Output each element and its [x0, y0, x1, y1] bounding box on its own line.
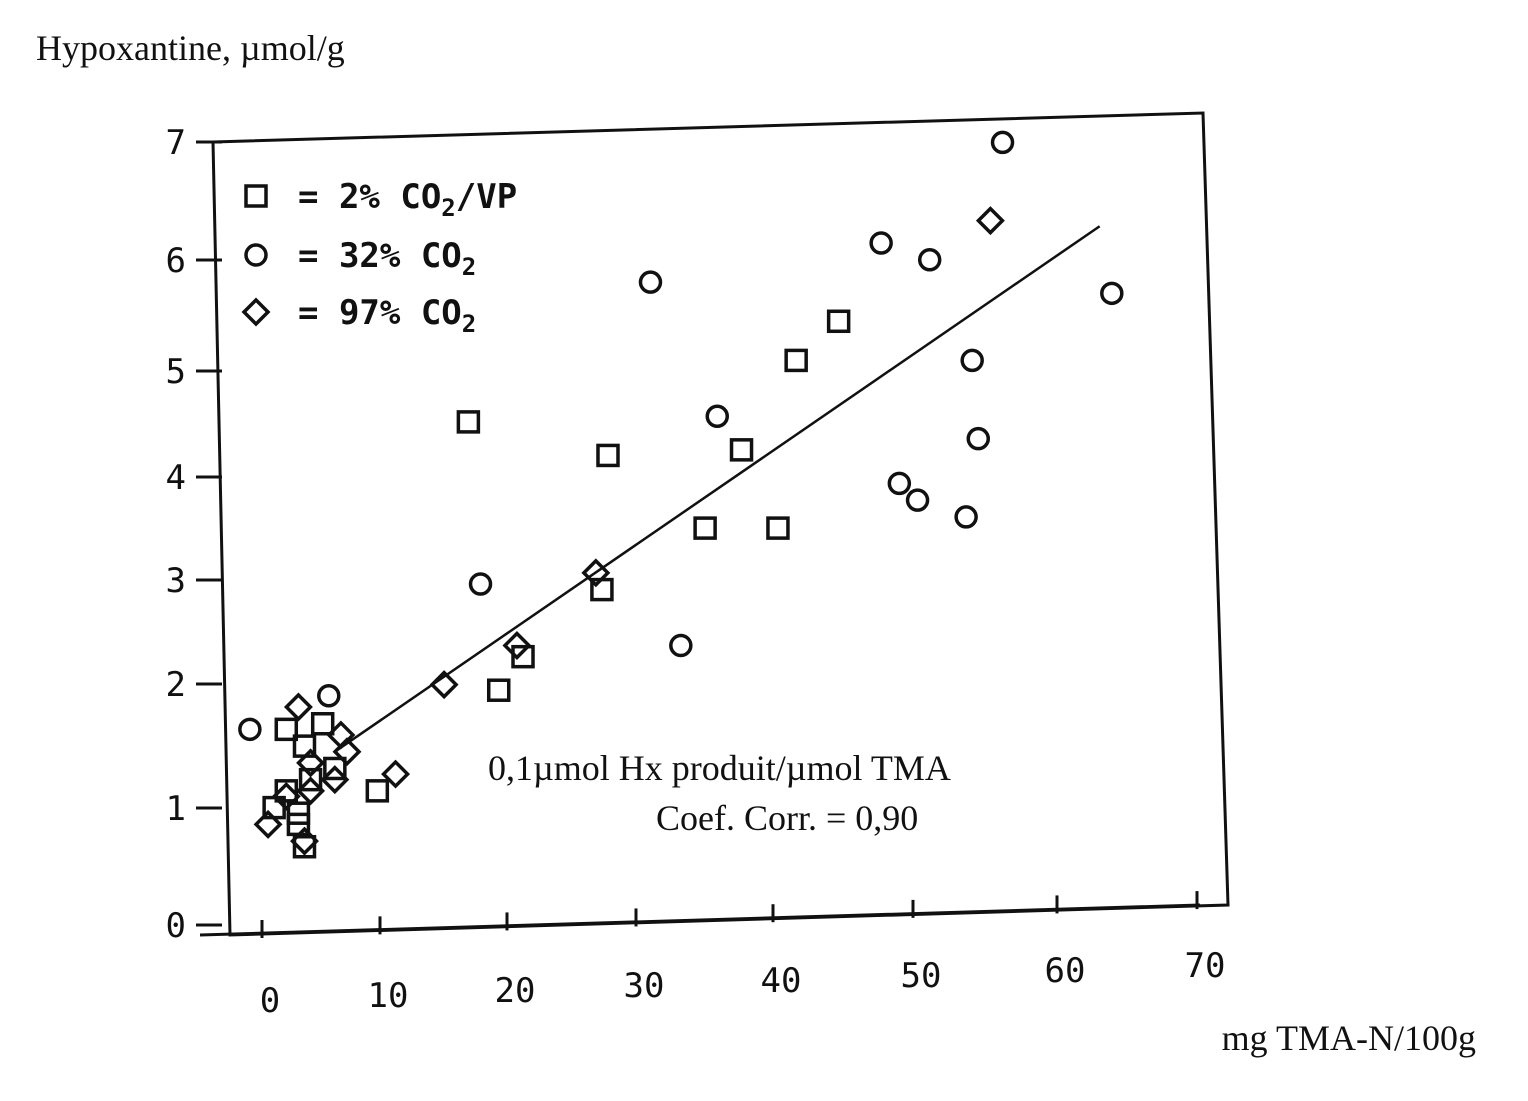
y-tick-label: 4	[166, 458, 186, 498]
square-point	[596, 443, 620, 468]
x-axis-line	[199, 903, 1201, 937]
square-point	[292, 834, 317, 859]
diamond-point	[429, 670, 459, 700]
diamond-point	[290, 826, 319, 856]
y-tick-label: 5	[166, 352, 186, 392]
legend-square-symbol	[244, 184, 268, 208]
axes	[199, 111, 1230, 937]
y-tick-label: 1	[166, 789, 186, 829]
circle-point	[887, 471, 912, 496]
circle-point	[990, 130, 1015, 155]
circle-point	[468, 572, 493, 596]
circle-point	[869, 231, 893, 255]
circle-point	[905, 488, 930, 512]
square-point	[693, 516, 717, 540]
y-tick-label: 2	[166, 665, 186, 705]
x-tick-label: 60	[1045, 951, 1086, 991]
diamond-point	[283, 692, 313, 722]
square-point	[274, 717, 299, 742]
legend-circle-symbol	[244, 243, 268, 267]
diamond-point	[502, 631, 532, 660]
legend: = 2% CO2/VP = 32% CO2 = 97% CO2	[241, 177, 517, 338]
diamond-point	[253, 809, 283, 839]
x-tick-label: 70	[1185, 946, 1226, 986]
square-point	[511, 644, 535, 669]
square-point	[784, 348, 808, 373]
y-tick-label: 7	[166, 123, 186, 163]
diamond-point	[320, 765, 350, 795]
x-axis-label: mg TMA-N/100g	[1222, 1018, 1476, 1058]
annotation-ratio: 0,1µmol Hx produit/µmol TMA	[488, 748, 951, 788]
annotation-correlation: Coef. Corr. = 0,90	[656, 798, 918, 838]
legend-label: = 2% CO2/VP	[298, 177, 517, 222]
y-axis-label: Hypoxantine, µmol/g	[36, 28, 345, 68]
diamond-point	[581, 558, 611, 588]
fit-line-group	[334, 225, 1101, 753]
square-point	[323, 756, 347, 781]
x-tick-label: 30	[624, 966, 665, 1006]
diamond-point	[296, 748, 326, 778]
circle-point	[638, 270, 663, 294]
legend-label: = 97% CO2	[298, 293, 476, 338]
diamond-point	[332, 737, 362, 767]
square-point	[365, 779, 390, 803]
diamond-point	[381, 759, 411, 789]
y-tick-label: 3	[166, 561, 186, 601]
circle-point	[954, 505, 978, 529]
legend-label: = 32% CO2	[298, 236, 476, 281]
square-point	[456, 410, 481, 434]
diamond-point	[296, 776, 326, 806]
circle-point	[1100, 281, 1124, 306]
plot-frame	[211, 111, 1230, 937]
y-tick-label: 6	[166, 241, 186, 281]
circle-point	[238, 717, 262, 742]
circle-point	[669, 633, 693, 658]
circle-point	[317, 684, 341, 708]
x-tick-label: 40	[761, 961, 802, 1001]
diamond-point	[271, 781, 301, 811]
diamond-point	[975, 206, 1005, 236]
circle-point	[917, 248, 942, 272]
square-point	[826, 309, 851, 334]
legend-diamond-symbol	[241, 297, 271, 327]
circle-point	[705, 404, 729, 429]
square-point	[729, 438, 754, 462]
fit-line	[334, 225, 1101, 753]
square-point	[486, 678, 511, 702]
circle-point	[960, 348, 984, 373]
circle-point	[966, 426, 991, 451]
x-tick-label: 0	[260, 981, 280, 1021]
square-point	[766, 516, 790, 540]
x-tick-label: 10	[368, 976, 409, 1016]
y-tick-label: 0	[166, 906, 186, 946]
data-points	[238, 130, 1124, 859]
square-point	[310, 712, 335, 736]
x-tick-label: 20	[495, 971, 536, 1011]
x-tick-label: 50	[901, 956, 942, 996]
